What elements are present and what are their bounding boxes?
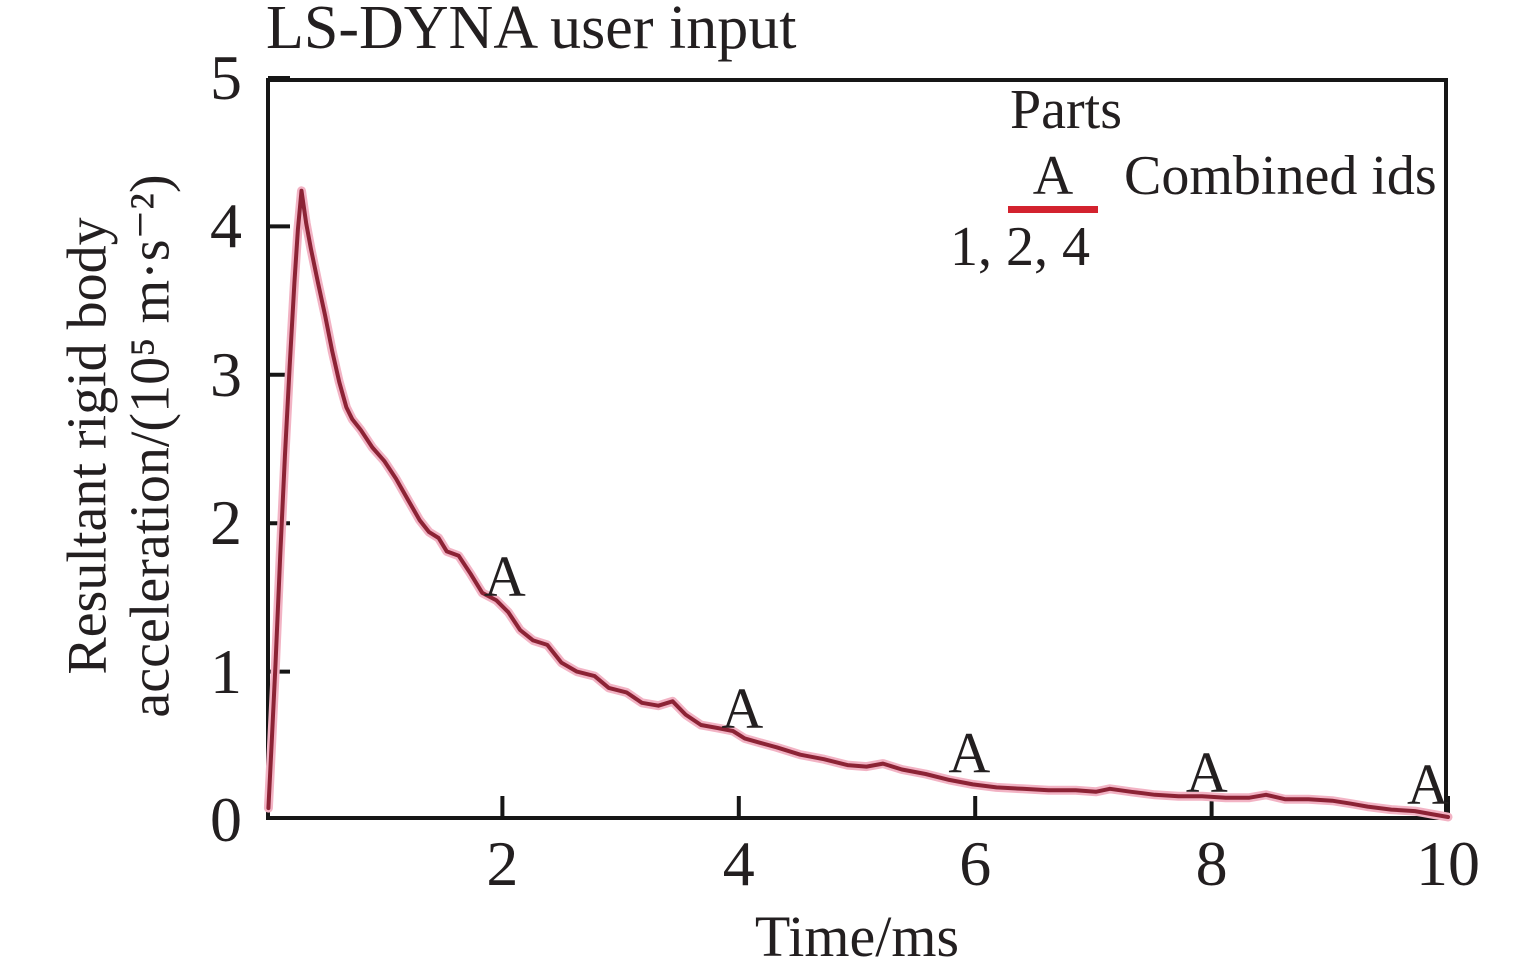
x-tick-label: 10 — [1416, 828, 1480, 899]
series-line — [266, 188, 1450, 819]
series-marker-letter: A — [1186, 740, 1228, 805]
chart-title: LS-DYNA user input — [266, 0, 797, 62]
y-tick-label: 5 — [210, 42, 242, 113]
y-tick-label: 3 — [210, 338, 242, 410]
legend: Parts A Combined ids 1, 2, 4 — [950, 79, 1470, 279]
legend-key-letter: A — [1032, 144, 1074, 207]
x-tick-label: 4 — [722, 828, 755, 899]
x-axis-label: Time/ms — [754, 904, 960, 969]
y-tick-label: 0 — [210, 784, 242, 855]
series-marker-letter: A — [484, 544, 526, 609]
y-tick-label: 2 — [210, 487, 242, 559]
series-line-halo — [263, 186, 1453, 822]
legend-title: Parts — [1010, 79, 1122, 141]
legend-series-label: Combined ids — [1124, 144, 1437, 207]
x-tick-label: 8 — [1195, 828, 1228, 899]
line-chart: AAA A A — [263, 76, 1453, 822]
legend-key-swatch: A — [1008, 148, 1098, 214]
y-tick-label: 4 — [210, 190, 242, 262]
legend-part-ids: 1, 2, 4 — [950, 216, 1090, 279]
legend-row: A Combined ids — [950, 148, 1470, 214]
y-tick-label: 1 — [210, 635, 242, 707]
series-marker-letter: A — [948, 721, 990, 786]
series-marker-letter: A — [721, 676, 763, 741]
x-tick-label: 2 — [486, 828, 519, 899]
x-tick-label: 6 — [959, 828, 992, 899]
plot-area — [266, 78, 1448, 820]
series-marker-letter: A — [1407, 752, 1449, 817]
